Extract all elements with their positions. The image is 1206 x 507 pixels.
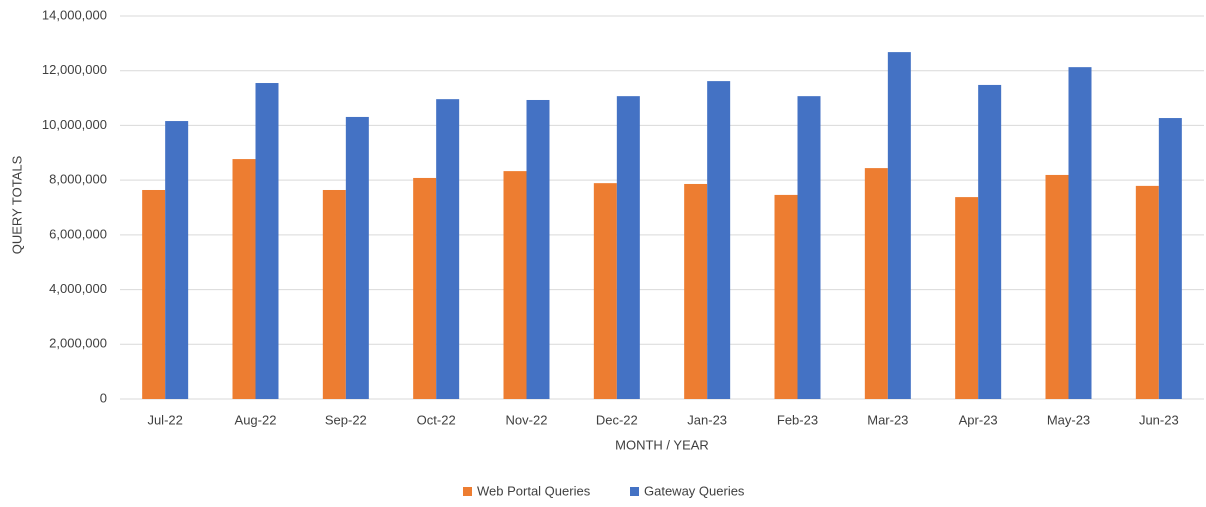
bar [684, 183, 708, 399]
x-tick-label: Mar-23 [867, 412, 908, 427]
y-tick-label: 0 [100, 390, 107, 405]
x-tick-label: Dec-22 [596, 412, 638, 427]
x-tick-label: Sep-22 [325, 412, 367, 427]
x-tick-label: May-23 [1047, 412, 1090, 427]
legend-swatch [463, 487, 472, 496]
x-tick-label: Aug-22 [235, 412, 277, 427]
bar [616, 96, 640, 399]
bar [955, 197, 979, 399]
x-tick-label: Jun-23 [1139, 412, 1179, 427]
x-tick-label: Apr-23 [959, 412, 998, 427]
y-axis-label: QUERY TOTALS [9, 155, 24, 254]
bar [1135, 185, 1159, 399]
bar [503, 171, 527, 399]
bar [1045, 174, 1069, 399]
bar [436, 99, 460, 399]
x-tick-label: Jul-22 [147, 412, 182, 427]
x-tick-label: Feb-23 [777, 412, 818, 427]
bar [797, 96, 821, 399]
x-tick-label: Nov-22 [506, 412, 548, 427]
bar [142, 189, 166, 399]
bar [593, 183, 617, 399]
bar [864, 168, 888, 399]
y-tick-label: 6,000,000 [49, 226, 107, 241]
y-tick-label: 10,000,000 [42, 117, 107, 132]
x-tick-label: Oct-22 [417, 412, 456, 427]
bar [887, 52, 911, 400]
bar [1158, 118, 1182, 399]
y-tick-label: 8,000,000 [49, 172, 107, 187]
y-tick-label: 12,000,000 [42, 62, 107, 77]
bar [232, 159, 256, 399]
legend-label: Web Portal Queries [477, 483, 591, 498]
y-tick-label: 2,000,000 [49, 336, 107, 351]
bar [413, 177, 437, 399]
bar [165, 121, 189, 400]
legend-label: Gateway Queries [644, 483, 745, 498]
y-tick-label: 4,000,000 [49, 281, 107, 296]
bar [1068, 67, 1092, 399]
legend-swatch [630, 487, 639, 496]
y-tick-label: 14,000,000 [42, 7, 107, 22]
x-axis-label: MONTH / YEAR [615, 437, 709, 452]
bar [526, 99, 550, 400]
bar [707, 81, 731, 400]
bar [978, 84, 1002, 399]
bar [774, 194, 798, 399]
bar [322, 189, 346, 399]
x-tick-label: Jan-23 [687, 412, 727, 427]
bar [255, 83, 279, 400]
bar [345, 116, 369, 399]
